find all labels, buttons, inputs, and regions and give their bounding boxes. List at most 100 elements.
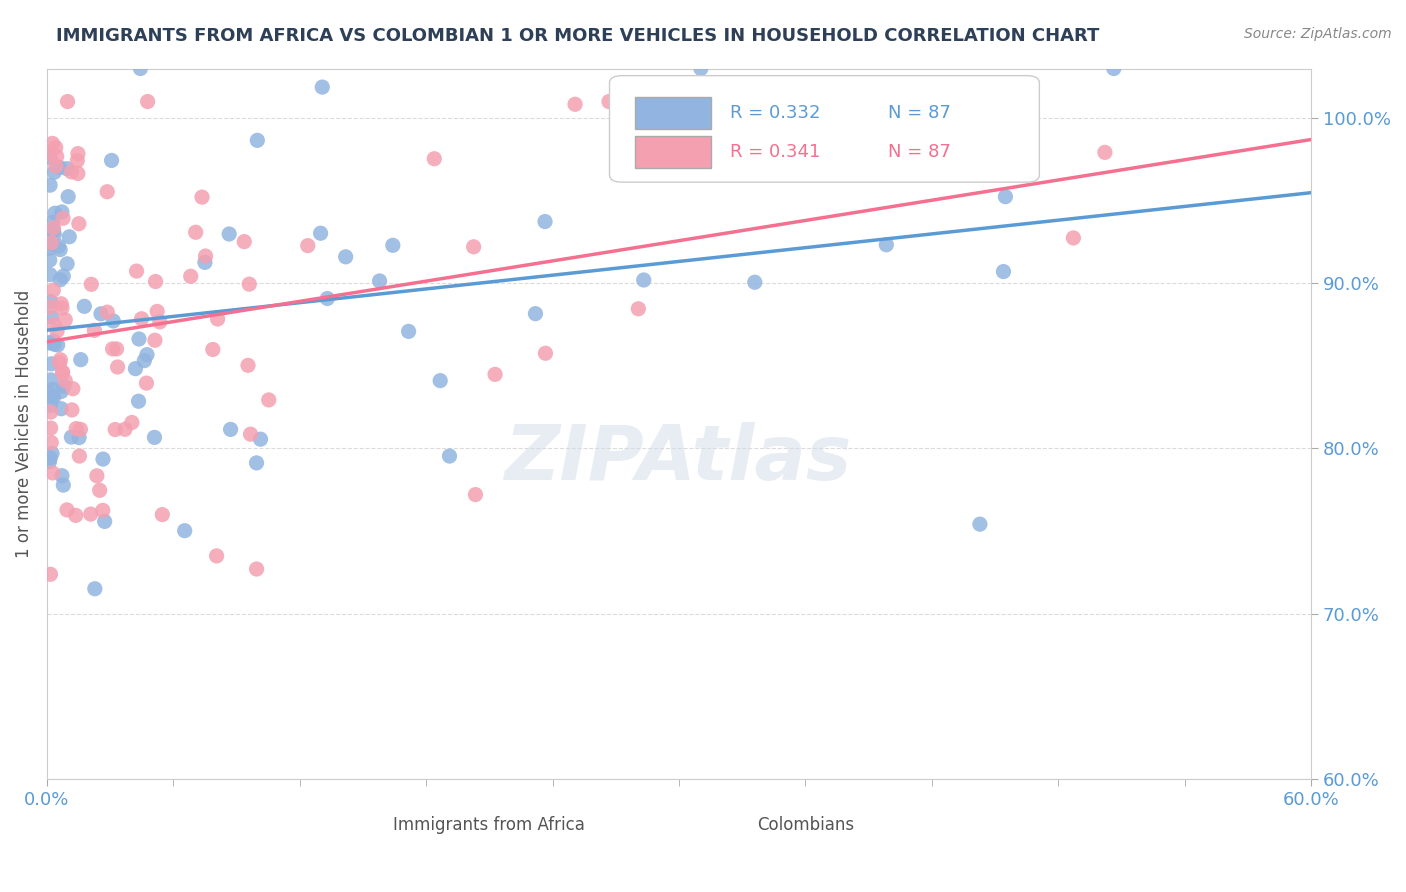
- pink: [135, 376, 157, 390]
- pink: [80, 507, 103, 521]
- blue: [143, 430, 166, 444]
- pink: [62, 382, 84, 396]
- blue: [136, 348, 159, 362]
- pink: [56, 503, 79, 517]
- pink: [238, 277, 260, 292]
- pink: [534, 346, 557, 360]
- pink: [80, 277, 103, 292]
- pink: [41, 136, 63, 151]
- blue: [51, 401, 73, 416]
- blue: [633, 273, 655, 287]
- pink: [1094, 145, 1116, 160]
- blue: [56, 257, 79, 271]
- blue: [368, 274, 391, 288]
- blue: [39, 373, 62, 387]
- pink: [105, 342, 128, 356]
- pink: [53, 313, 76, 327]
- Text: ZIPAtlas: ZIPAtlas: [505, 422, 852, 496]
- FancyBboxPatch shape: [395, 812, 446, 839]
- pink: [464, 487, 486, 501]
- blue: [41, 390, 63, 404]
- pink: [207, 312, 229, 326]
- pink: [145, 275, 167, 289]
- pink: [245, 562, 267, 576]
- pink: [114, 422, 136, 436]
- pink: [39, 421, 62, 435]
- blue: [44, 227, 66, 242]
- blue: [60, 430, 83, 444]
- pink: [143, 333, 166, 347]
- blue: [51, 205, 73, 219]
- blue: [218, 227, 240, 241]
- blue: [994, 189, 1017, 203]
- pink: [180, 269, 202, 284]
- blue: [219, 422, 242, 436]
- pink: [52, 366, 75, 380]
- pink: [39, 405, 62, 419]
- blue: [93, 515, 115, 529]
- pink: [201, 343, 224, 357]
- blue: [827, 150, 849, 164]
- blue: [38, 386, 60, 401]
- Text: N = 87: N = 87: [887, 104, 950, 122]
- pink: [42, 221, 65, 235]
- pink: [45, 149, 67, 163]
- pink: [125, 264, 148, 278]
- FancyBboxPatch shape: [634, 136, 710, 168]
- blue: [48, 239, 70, 253]
- blue: [49, 243, 72, 257]
- blue: [51, 384, 73, 399]
- pink: [598, 95, 620, 109]
- FancyBboxPatch shape: [634, 97, 710, 128]
- pink: [52, 211, 75, 226]
- blue: [38, 241, 60, 255]
- pink: [257, 392, 280, 407]
- blue: [103, 314, 125, 328]
- pink: [191, 190, 214, 204]
- blue: [173, 524, 195, 538]
- pink: [297, 238, 319, 252]
- pink: [41, 235, 63, 250]
- blue: [39, 268, 62, 282]
- blue: [194, 255, 217, 269]
- pink: [1062, 231, 1084, 245]
- FancyBboxPatch shape: [610, 76, 1039, 182]
- pink: [66, 153, 89, 168]
- blue: [875, 237, 897, 252]
- pink: [51, 365, 73, 379]
- pink: [423, 152, 446, 166]
- pink: [56, 95, 79, 109]
- blue: [128, 394, 150, 409]
- blue: [689, 62, 711, 76]
- pink: [96, 185, 118, 199]
- pink: [51, 301, 73, 315]
- pink: [758, 97, 780, 112]
- pink: [48, 356, 70, 370]
- blue: [969, 517, 991, 532]
- pink: [39, 567, 62, 582]
- blue: [381, 238, 404, 252]
- pink: [851, 128, 873, 143]
- blue: [744, 275, 766, 289]
- blue: [39, 178, 62, 193]
- pink: [38, 147, 60, 161]
- blue: [73, 299, 96, 313]
- pink: [41, 466, 63, 480]
- pink: [136, 95, 159, 109]
- FancyBboxPatch shape: [735, 812, 786, 839]
- blue: [41, 446, 63, 460]
- pink: [484, 368, 506, 382]
- pink: [83, 323, 105, 337]
- blue: [309, 226, 332, 240]
- pink: [42, 283, 65, 297]
- pink: [239, 427, 262, 442]
- blue: [38, 454, 60, 468]
- pink: [564, 97, 586, 112]
- pink: [67, 449, 90, 463]
- pink: [184, 225, 207, 239]
- blue: [52, 478, 75, 492]
- blue: [38, 253, 60, 268]
- pink: [46, 324, 69, 338]
- blue: [52, 379, 75, 393]
- pink: [65, 421, 87, 435]
